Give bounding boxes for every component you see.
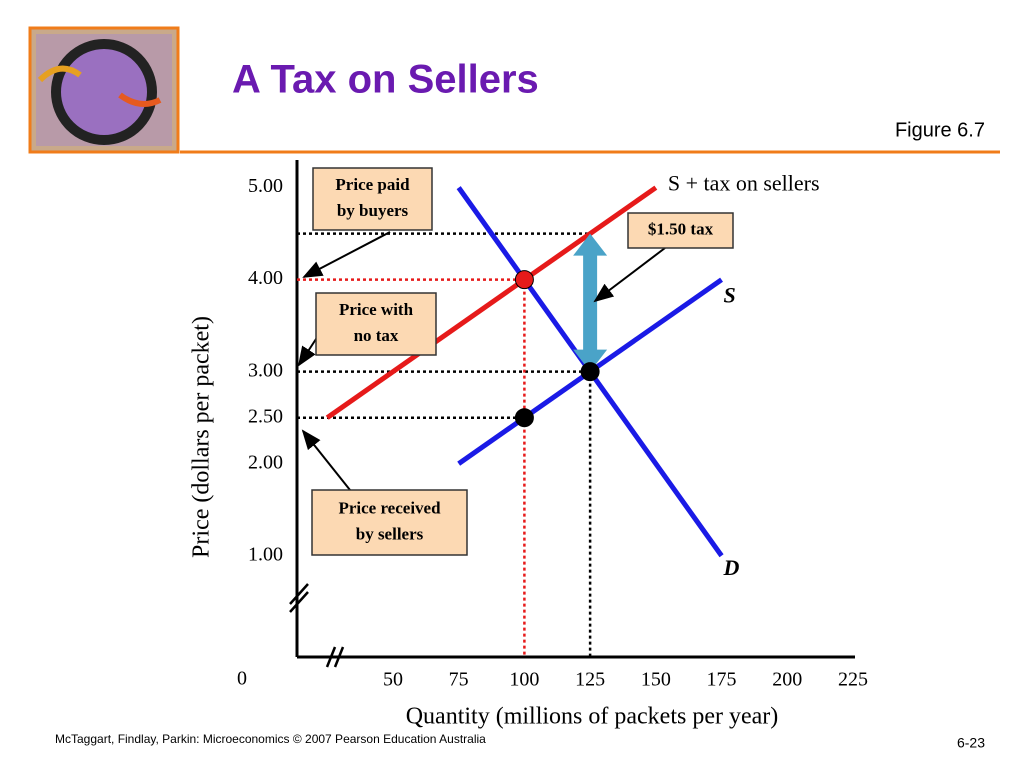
series-label: S + tax on sellers	[668, 171, 820, 196]
x-tick-label: 150	[641, 669, 671, 691]
callout-box	[315, 292, 437, 356]
footer: McTaggart, Findlay, Parkin: Microeconomi…	[55, 732, 486, 746]
series-label: S	[724, 283, 736, 308]
equilibrium-point	[514, 408, 534, 428]
callout-text: Price with	[339, 300, 414, 319]
series-label: D	[723, 555, 740, 580]
callout-arrow	[297, 335, 319, 367]
callout-text: Price paid	[335, 175, 410, 194]
callout-text: no tax	[354, 326, 399, 345]
figure-label: Figure 6.7	[895, 119, 985, 141]
y-tick-label: 3.00	[248, 359, 283, 381]
x-tick-label: 50	[383, 669, 403, 691]
y-tick-label: 2.00	[248, 451, 283, 473]
callout-text: $1.50 tax	[648, 219, 714, 238]
y-axis-label: Price (dollars per packet)	[189, 316, 215, 558]
supply-demand-line	[325, 185, 658, 420]
x-tick-label: 75	[449, 669, 469, 691]
slide-title: A Tax on Sellers	[232, 58, 539, 102]
origin-label: 0	[237, 668, 247, 690]
axes	[289, 160, 855, 668]
callout-arrow	[593, 247, 666, 303]
callout-text: by buyers	[337, 201, 409, 220]
y-tick-label: 4.00	[248, 267, 283, 289]
callout-box	[627, 212, 734, 249]
x-tick-label: 125	[575, 669, 605, 691]
logo	[28, 26, 180, 154]
tax-arrow	[573, 233, 608, 372]
equilibrium-point	[580, 362, 600, 382]
equilibrium-point	[514, 270, 534, 290]
callout-text: by sellers	[356, 524, 424, 543]
x-tick-label: 175	[707, 669, 737, 691]
callout-arrow	[302, 231, 391, 278]
y-tick-label: 2.50	[248, 405, 283, 427]
callout-box	[311, 489, 468, 556]
x-axis-label: Quantity (millions of packets per year)	[406, 704, 779, 730]
page-number: 6-23	[957, 735, 985, 751]
x-tick-label: 100	[509, 669, 539, 691]
y-tick-label: 1.00	[248, 543, 283, 565]
callout-arrow	[301, 429, 351, 491]
callout-text: Price received	[338, 498, 441, 517]
x-tick-label: 225	[838, 669, 868, 691]
y-tick-label: 5.00	[248, 175, 283, 197]
callout-box	[312, 167, 433, 231]
x-tick-label: 200	[772, 669, 802, 691]
